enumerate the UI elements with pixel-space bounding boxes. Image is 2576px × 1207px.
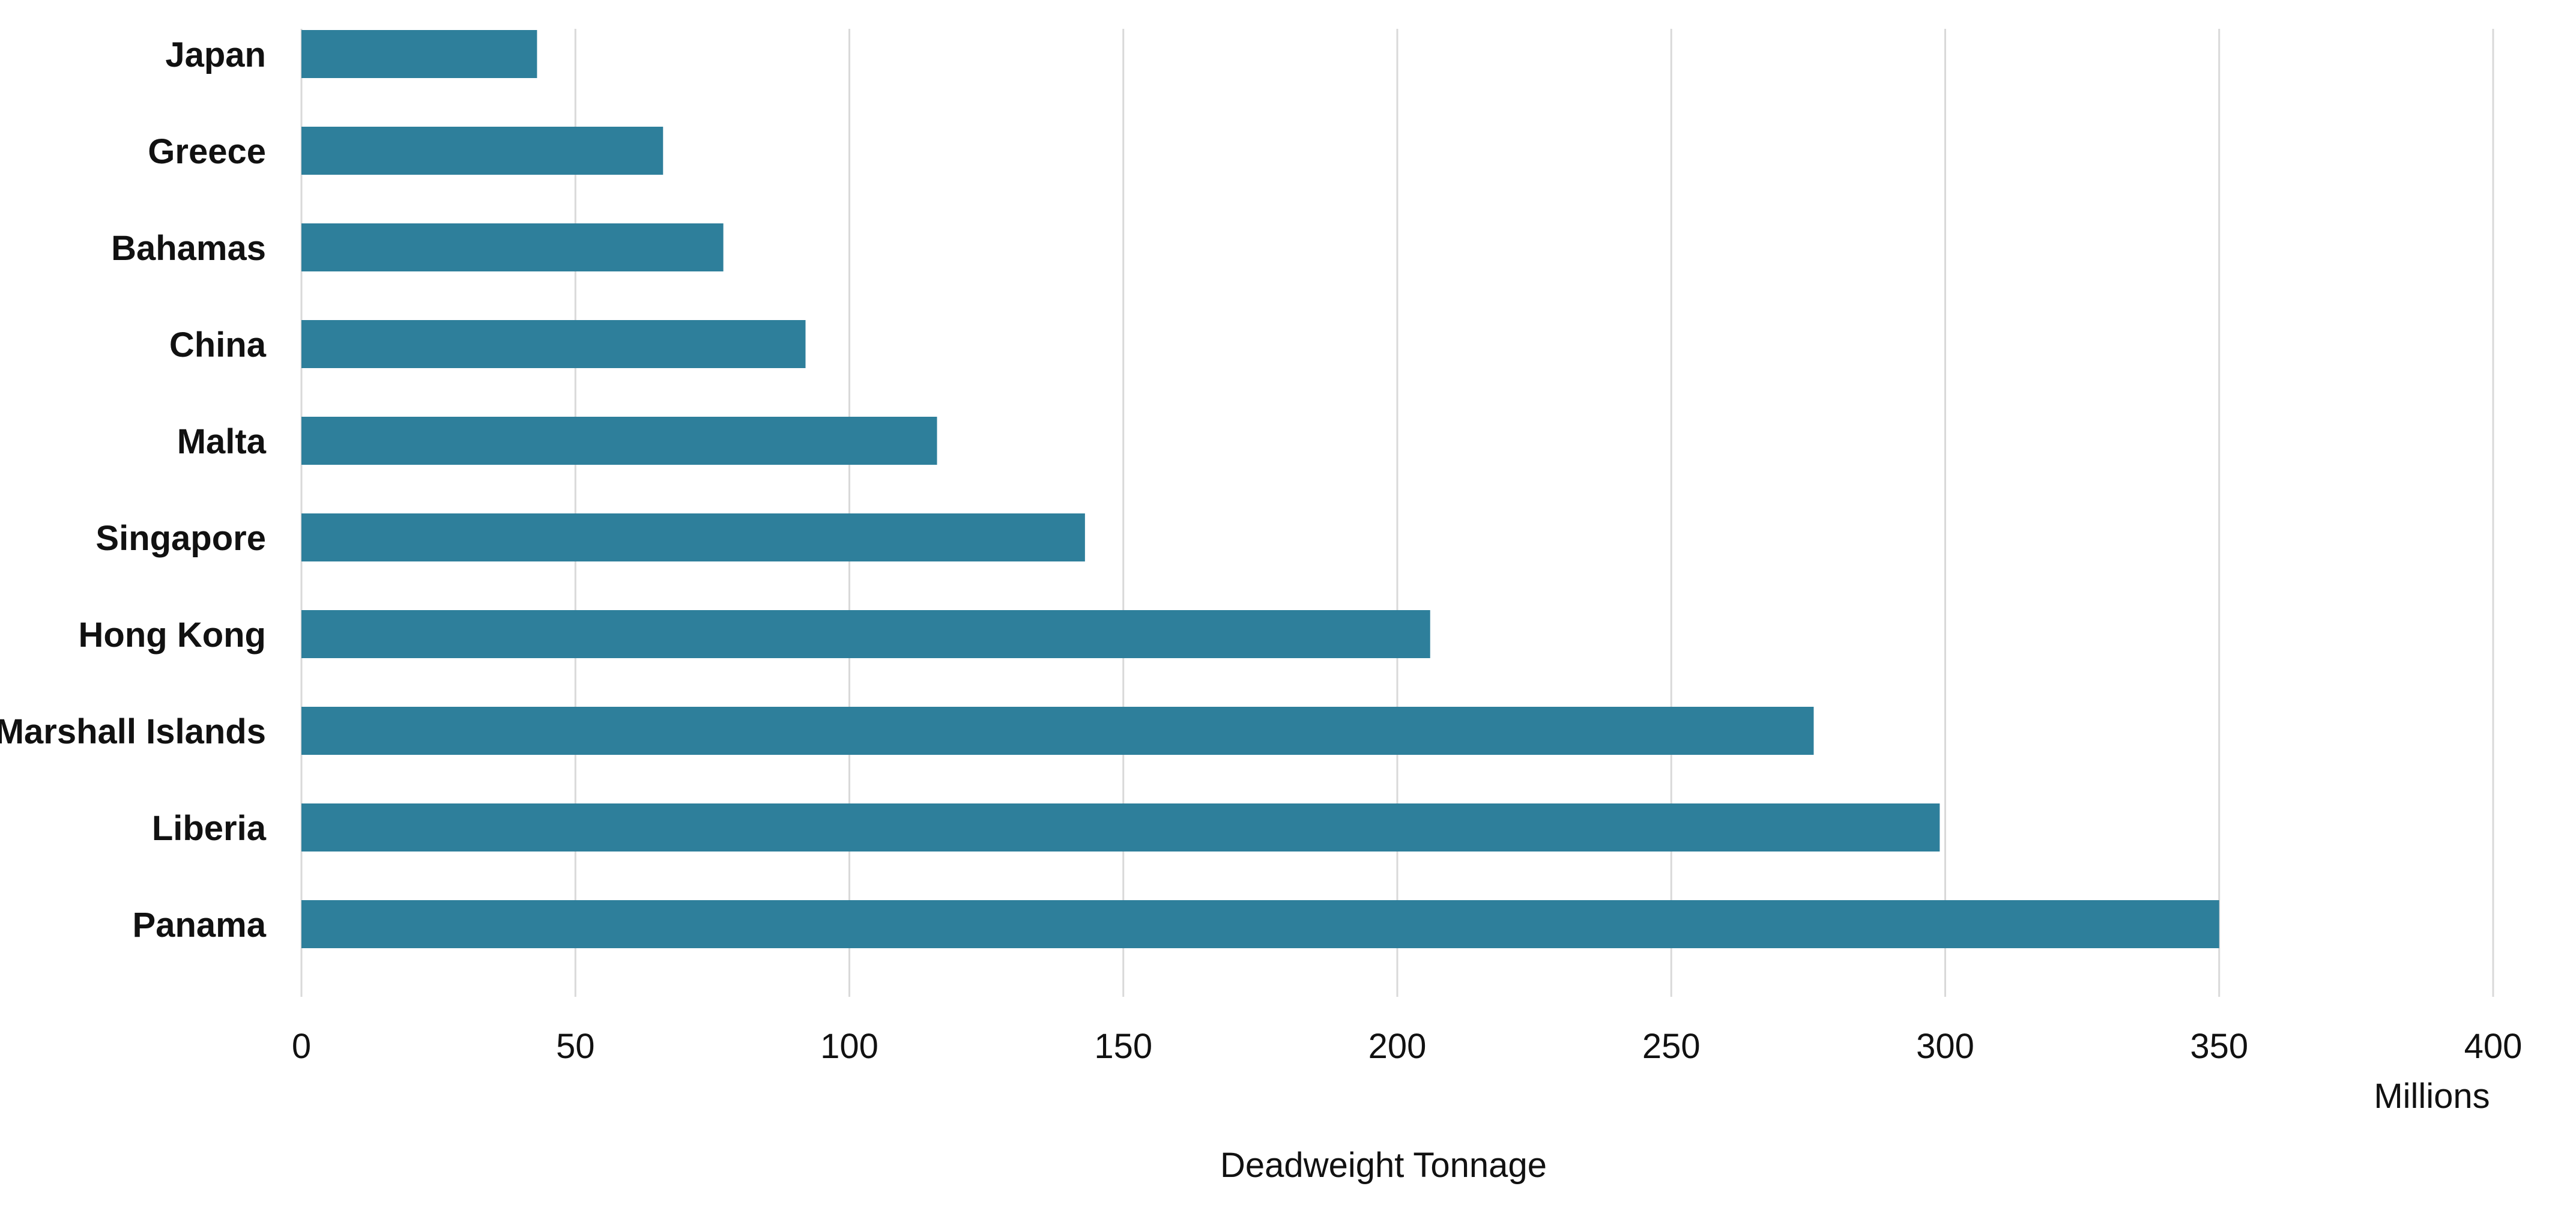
x-tick-label: 0 — [292, 1027, 311, 1066]
x-tick-label: 300 — [1916, 1027, 1974, 1066]
bar-hong-kong — [301, 610, 1430, 658]
x-tick-label: 400 — [2464, 1027, 2523, 1066]
x-tick-label: 100 — [820, 1027, 878, 1066]
category-label: Singapore — [95, 519, 266, 558]
category-label: Liberia — [152, 809, 267, 848]
category-label: Panama — [133, 906, 267, 945]
x-tick-label: 150 — [1094, 1027, 1152, 1066]
bars — [301, 30, 2219, 948]
category-labels: Japan Greece Bahamas China Malta Singapore Hon… — [0, 35, 267, 945]
x-tick-label: 50 — [556, 1027, 595, 1066]
category-label: Hong Kong — [79, 616, 266, 655]
x-tick-label: 250 — [1642, 1027, 1701, 1066]
bar-malta — [301, 417, 937, 465]
bar-japan — [301, 30, 537, 78]
x-axis-title: Deadweight Tonnage — [1220, 1146, 1547, 1185]
category-label: Greece — [148, 132, 266, 171]
category-label: Bahamas — [111, 229, 266, 268]
grid-lines — [300, 29, 2494, 997]
bar-greece — [301, 127, 664, 175]
bar-marshall-islands — [301, 707, 1814, 755]
category-label: Marshall Islands — [0, 712, 266, 751]
bar-panama — [301, 900, 2219, 948]
x-tick-label: 200 — [1368, 1027, 1427, 1066]
bar-bahamas — [301, 223, 724, 271]
x-tick-labels: 0 50 100 150 200 250 300 350 400 — [292, 1027, 2523, 1066]
category-label: Japan — [165, 35, 266, 74]
bar-singapore — [301, 513, 1085, 561]
category-label: China — [169, 325, 267, 365]
x-tick-label: 350 — [2190, 1027, 2248, 1066]
bar-liberia — [301, 803, 1940, 852]
bar-china — [301, 320, 806, 368]
category-label: Malta — [177, 422, 267, 461]
units-label: Millions — [2374, 1077, 2490, 1116]
